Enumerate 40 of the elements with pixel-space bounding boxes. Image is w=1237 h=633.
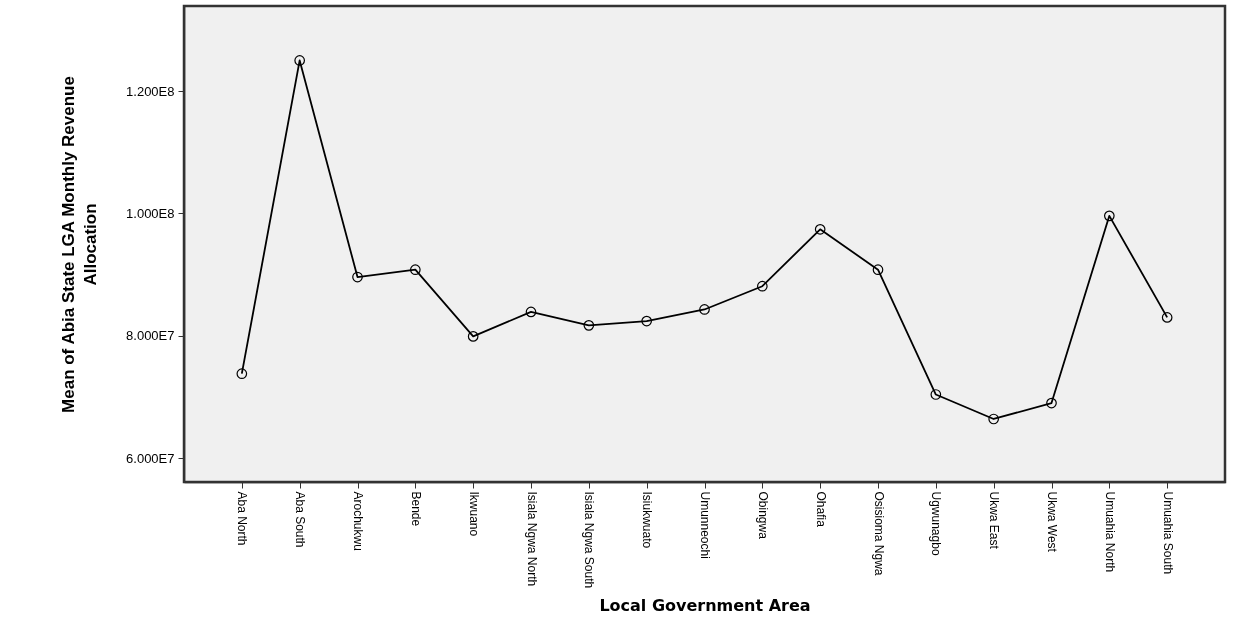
point [1046, 397, 1057, 409]
x-tick-label: Osisioma Ngwa [871, 491, 886, 576]
point [930, 389, 942, 400]
point [294, 55, 306, 66]
y-tick-label: 1.200E8 [126, 83, 175, 99]
y-tick-label: 6.000E7 [126, 450, 175, 466]
point [525, 306, 537, 318]
x-tick-label: Ohafia [813, 491, 828, 528]
x-tick-label: Ugwunagbo [929, 491, 944, 556]
x-tick-label: Obingwa [755, 491, 770, 540]
point [409, 264, 421, 276]
y-axis-title: Mean of Abia State LGA Monthly Revenue Allocation [59, 76, 101, 413]
point [583, 320, 595, 331]
point [352, 271, 363, 283]
x-tick-label: Umuahia North [1102, 491, 1117, 573]
point [467, 331, 479, 342]
y-tick-label: 8.000E7 [126, 328, 175, 344]
x-tick-label: Isiala Ngwa South [582, 491, 597, 589]
x-tick-label: Ukwa West [1045, 491, 1059, 553]
point [236, 368, 248, 380]
point [872, 264, 884, 276]
x-tick-label: Isiukwuato [640, 491, 655, 549]
point [988, 413, 1000, 425]
x-tick-label: Ukwa East [987, 491, 1002, 550]
y-tick-label: 1.000E8 [126, 205, 175, 221]
x-tick-label: Ikwuano [466, 491, 481, 537]
point [756, 280, 768, 292]
x-tick-label: Isiala Ngwa North [524, 491, 539, 587]
point [1103, 210, 1115, 222]
x-tick-label: Aba North [235, 491, 250, 546]
point [814, 223, 826, 235]
x-tick-label: Arochukwu [351, 491, 365, 551]
x-tick-label: Aba South [293, 491, 308, 548]
point [699, 304, 710, 315]
x-tick-label: Bende [408, 491, 423, 527]
x-axis-title: Local Government Area [599, 596, 811, 616]
x-tick-label: Umuahia South [1160, 491, 1175, 575]
point [641, 315, 653, 327]
x-tick-label: Umunneochi [698, 491, 712, 559]
point [1161, 312, 1173, 323]
